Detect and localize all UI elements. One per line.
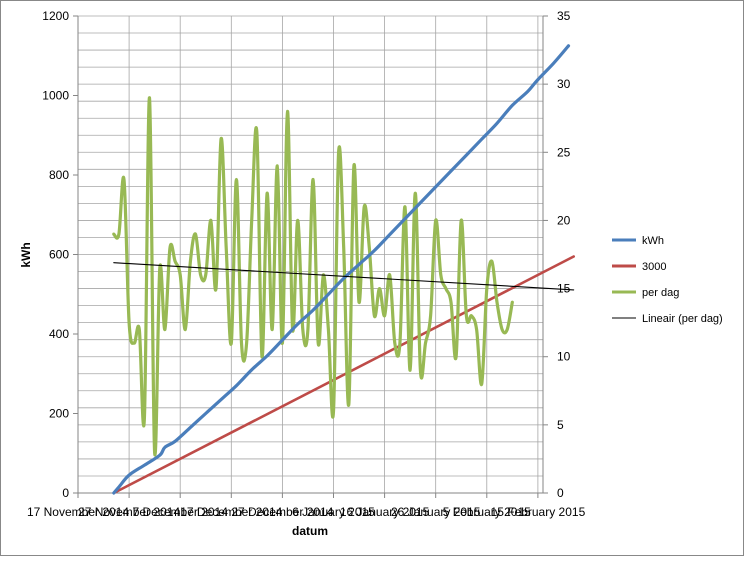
y-right-tick-label: 20	[557, 213, 571, 227]
y-right-tick-label: 0	[557, 486, 564, 500]
y-right-tick-label: 15	[557, 282, 571, 296]
y-right-tick-label: 5	[557, 418, 564, 432]
x-tick-label: 27 November 2014	[78, 505, 180, 519]
legend-label-lineair-per-dag: Lineair (per dag)	[642, 313, 723, 325]
y-left-tick-label: 0	[62, 486, 69, 500]
legend: kWh 3000 per dag Lineair (per dag)	[612, 235, 723, 325]
legend-label-kwh: kWh	[642, 235, 664, 247]
x-tick-label: 27 December 2014	[231, 505, 333, 519]
series-line-kwh	[112, 44, 571, 495]
y-left-tick-label: 600	[49, 248, 69, 262]
x-tick-label: 17 November 2014	[27, 505, 129, 519]
series-layer	[112, 44, 575, 495]
x-axis-label: datum	[292, 524, 328, 538]
x-tick-label: 15 February 2015	[491, 505, 586, 519]
y-left-tick-label: 1200	[42, 9, 69, 23]
y-left-tick-label: 800	[49, 168, 69, 182]
ticks-layer: 0 200 400 600 800 1000 1200 0 5 10 15 20 25 30 35 17 No…	[27, 9, 586, 519]
axes-layer	[73, 15, 548, 498]
x-tick-label: 7 December 2014	[133, 505, 229, 519]
y-right-tick-label: 10	[557, 350, 571, 364]
legend-label-3000: 3000	[642, 261, 666, 273]
legend-label-per-dag: per dag	[642, 287, 679, 299]
y-right-tick-label: 30	[557, 77, 571, 91]
series-line-per-dag	[112, 96, 514, 457]
y-axis-label: kWh	[19, 242, 33, 267]
x-tick-label: 5 February 2015	[443, 505, 531, 519]
y-right-tick-label: 25	[557, 145, 571, 159]
x-tick-label: 26 January 2015	[391, 505, 481, 519]
x-tick-label: 16 January 2015	[340, 505, 430, 519]
series-line-lineair-per-dag	[113, 262, 575, 291]
y-right-tick-label: 35	[557, 9, 571, 23]
y-left-tick-label: 200	[49, 407, 69, 421]
y-left-tick-label: 400	[49, 327, 69, 341]
y-left-tick-label: 1000	[42, 89, 69, 103]
x-tick-label: 6 January 2015	[292, 505, 375, 519]
x-tick-label: 17 December 2014	[180, 505, 282, 519]
